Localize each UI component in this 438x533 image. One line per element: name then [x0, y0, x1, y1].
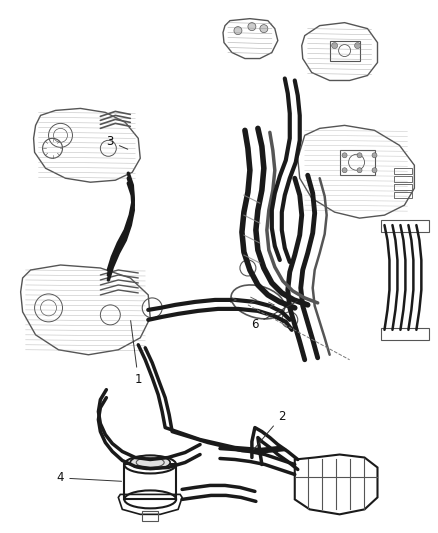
Circle shape	[357, 168, 362, 173]
Ellipse shape	[130, 456, 170, 470]
Circle shape	[342, 153, 347, 158]
Bar	[142, 511, 158, 521]
Circle shape	[372, 168, 377, 173]
Circle shape	[260, 25, 268, 33]
Bar	[395, 192, 413, 198]
Circle shape	[248, 22, 256, 30]
Bar	[395, 168, 413, 174]
Text: 4: 4	[57, 471, 121, 484]
Bar	[124, 464, 176, 499]
Bar	[339, 150, 374, 175]
Text: 3: 3	[107, 135, 128, 149]
Text: 1: 1	[131, 321, 142, 386]
Circle shape	[357, 153, 362, 158]
Circle shape	[372, 153, 377, 158]
Text: 2: 2	[254, 409, 286, 449]
Bar	[381, 328, 429, 340]
Bar	[381, 220, 429, 232]
Circle shape	[355, 43, 360, 49]
Circle shape	[332, 43, 338, 49]
Bar	[330, 41, 360, 61]
Circle shape	[342, 168, 347, 173]
Circle shape	[234, 27, 242, 35]
Bar	[395, 184, 413, 190]
Text: 6: 6	[251, 301, 297, 331]
Bar	[395, 176, 413, 182]
